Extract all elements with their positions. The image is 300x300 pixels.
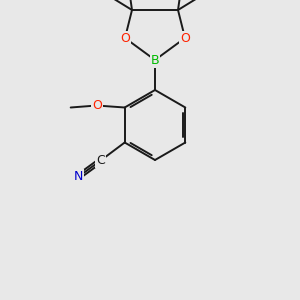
Text: N: N xyxy=(74,170,83,183)
Text: O: O xyxy=(180,32,190,44)
Text: C: C xyxy=(96,154,105,167)
Text: O: O xyxy=(92,99,102,112)
Text: B: B xyxy=(151,53,159,67)
Text: O: O xyxy=(120,32,130,44)
